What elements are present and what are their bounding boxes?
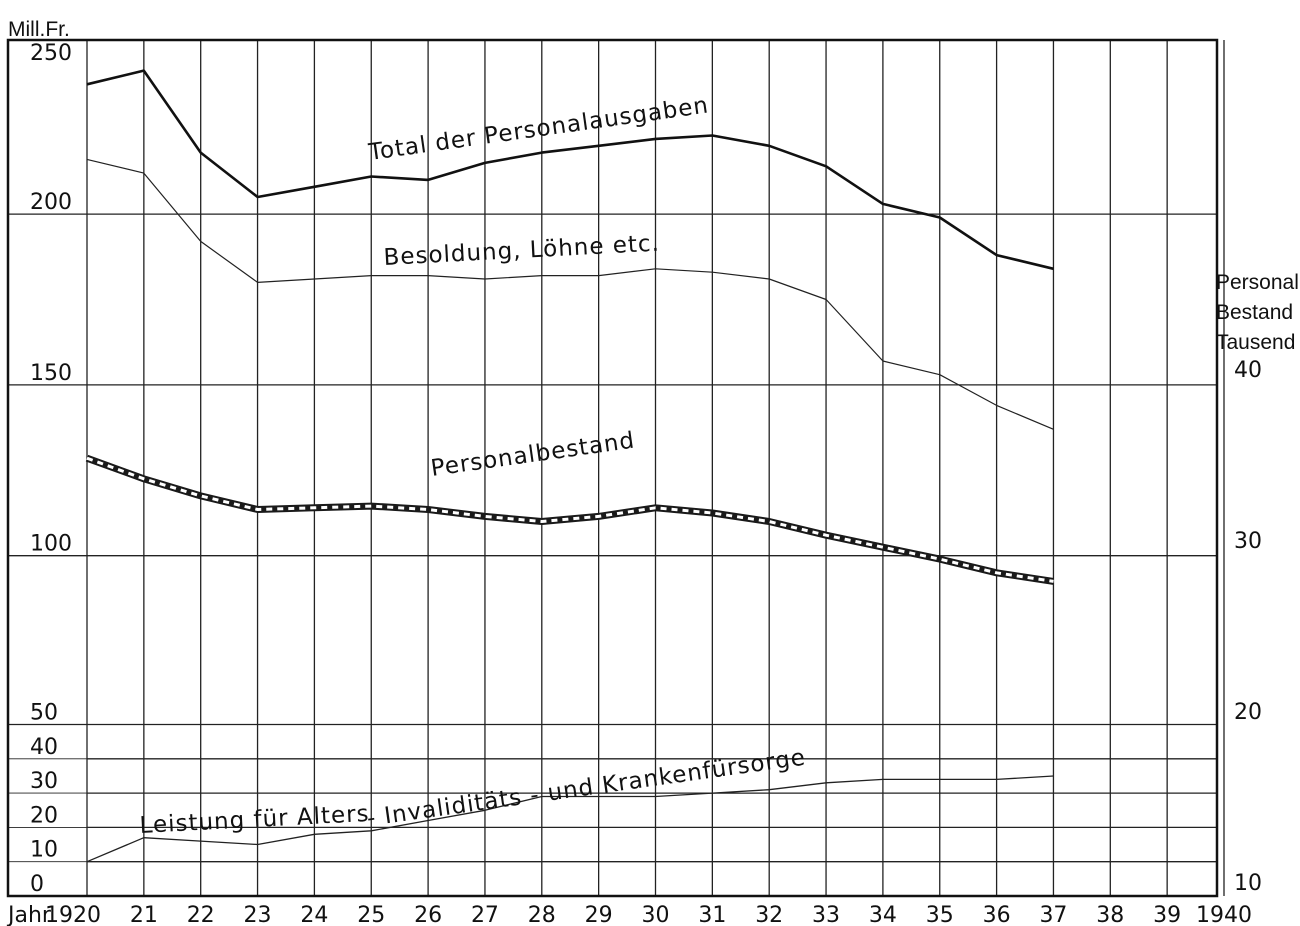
x-tick-label: 26: [414, 903, 442, 926]
series-line-personalbestand-outline: [85, 454, 1055, 585]
x-tick-label: 37: [1039, 903, 1067, 926]
left-tick-label: 0: [30, 872, 44, 897]
right-tick-label: 20: [1234, 700, 1262, 725]
x-tick-label: 39: [1153, 903, 1181, 926]
x-tick-label: 34: [869, 903, 897, 926]
plot-frame: [6, 38, 1219, 898]
x-tick-label: 22: [187, 903, 215, 926]
label-total-personalausgaben: Total der Personalausgaben: [366, 92, 710, 166]
label-besoldung: Besoldung, Löhne etc.: [383, 231, 661, 271]
left-tick-label: 10: [30, 838, 58, 863]
left-tick-label: 250: [30, 41, 72, 66]
x-tick-label: 33: [812, 903, 840, 926]
x-tick-label: 30: [642, 903, 670, 926]
left-tick-label: 20: [30, 803, 58, 828]
series-lines: [85, 69, 1055, 863]
x-axis-label: Jahr: [6, 903, 52, 926]
x-tick-label: 35: [926, 903, 954, 926]
right-tick-label: 40: [1234, 358, 1262, 383]
label-fuersorge-part-2: - Invaliditäts - und Krankenfürsorge: [365, 745, 807, 832]
right-axis-label-line-1: Personal: [1216, 271, 1299, 294]
right-tick-label: 30: [1234, 529, 1262, 554]
left-tick-label: 30: [30, 769, 58, 794]
grid: [8, 40, 1225, 896]
tick-labels: 0 10 20 30 40 50 100 150 200 250 10 20 30 40 1920 21 22 2…: [30, 41, 1262, 926]
x-tick-label: 23: [244, 903, 272, 926]
x-tick-label: 29: [585, 903, 613, 926]
right-axis-label-line-2: Bestand: [1216, 301, 1293, 324]
left-tick-label: 50: [30, 701, 58, 726]
left-tick-label: 40: [30, 735, 58, 760]
x-tick-label: 27: [471, 903, 499, 926]
x-tick-label: 1940: [1196, 903, 1252, 926]
x-tick-label: 38: [1096, 903, 1124, 926]
series-line-personalbestand: [86, 456, 1054, 583]
x-tick-label: 25: [357, 903, 385, 926]
x-tick-label: 24: [300, 903, 328, 926]
left-axis-label: Mill.Fr.: [8, 18, 70, 41]
x-tick-label: 28: [528, 903, 556, 926]
label-personalbestand: Personalbestand: [429, 428, 636, 482]
left-tick-label: 200: [30, 190, 72, 215]
x-tick-label: 31: [698, 903, 726, 926]
x-tick-label: 1920: [45, 903, 101, 926]
series-line-1: [86, 158, 1054, 430]
right-tick-label: 10: [1234, 871, 1262, 896]
series-line-0: [86, 69, 1054, 271]
x-tick-label: 32: [755, 903, 783, 926]
series-line-3: [86, 775, 1054, 863]
left-tick-label: 150: [30, 361, 72, 386]
left-tick-label: 100: [30, 532, 72, 557]
x-tick-label: 36: [983, 903, 1011, 926]
x-tick-label: 21: [130, 903, 158, 926]
right-axis-label-line-3: Tausend: [1216, 331, 1295, 354]
